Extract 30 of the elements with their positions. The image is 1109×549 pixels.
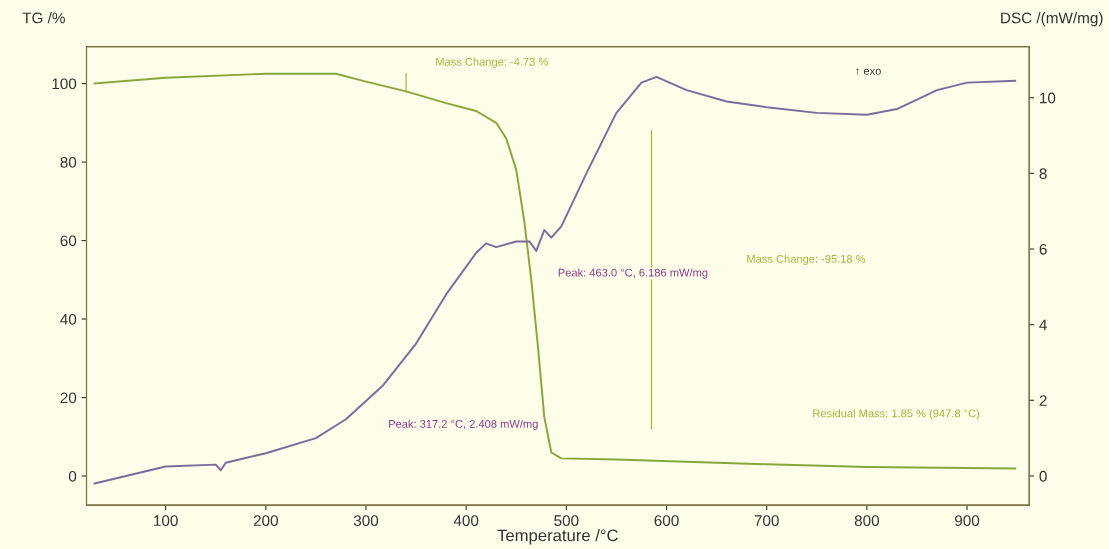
y-tick-label: 80	[60, 156, 77, 168]
y2-tick-label: 10	[1040, 92, 1056, 104]
x-tick-label: 400	[453, 515, 479, 527]
y2-tick-label: 8	[1039, 168, 1047, 180]
x-tick-label: 700	[754, 515, 779, 527]
y2-axis-title: DSC /(mW/mg)	[1001, 12, 1103, 27]
x-tick-label: 800	[854, 515, 880, 527]
x-axis-title: Temperature /°C	[497, 529, 618, 545]
x-tick-label: 600	[654, 515, 679, 527]
x-tick-label: 300	[353, 515, 379, 527]
y-tick-label: 40	[60, 313, 77, 325]
x-tick-label: 900	[955, 515, 980, 527]
x-tick-label: 500	[554, 515, 579, 527]
annotation: Peak: 463.0 °C, 6.186 mW/mg	[558, 268, 708, 279]
annotation: ↑ exo	[856, 68, 881, 76]
annotation: Mass Change: -4.73 %	[436, 57, 548, 68]
y2-tick-label: 2	[1039, 395, 1047, 406]
y-tick-label: 100	[52, 78, 77, 90]
y2-tick-label: 0	[1039, 470, 1047, 482]
y-axis-title: TG /%	[22, 12, 65, 24]
x-tick-label: 100	[154, 515, 178, 527]
x-tick-label: 200	[253, 515, 278, 527]
y2-tick-label: 4	[1039, 319, 1047, 331]
y-tick-label: 0	[68, 470, 77, 482]
y2-tick-label: 6	[1039, 243, 1047, 255]
annotation: Mass Change: -95.18 %	[747, 254, 866, 266]
y-tick-label: 20	[60, 392, 77, 404]
annotation: Residual Mass: 1.85 % (947.8 °C)	[813, 409, 980, 420]
annotation: Peak: 317.2 °C, 2.408 mW/mg	[389, 419, 538, 431]
y-tick-label: 60	[60, 235, 77, 247]
